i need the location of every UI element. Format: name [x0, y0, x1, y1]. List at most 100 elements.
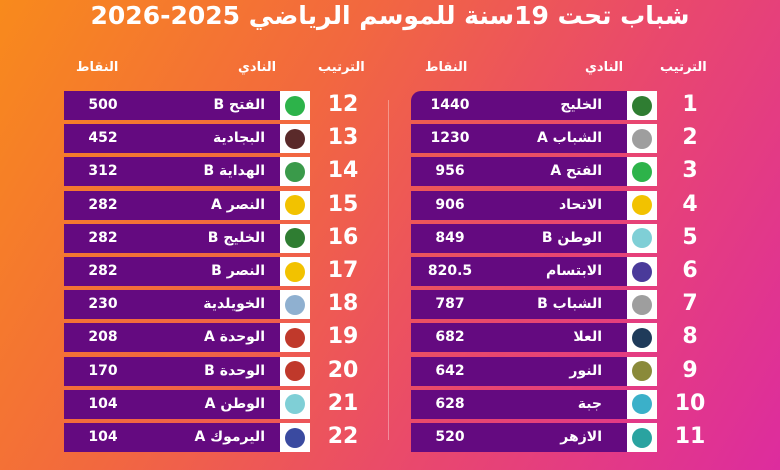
table-row: 12 الفتح B 500 — [0, 91, 780, 120]
table-row: 20 الوحدة B 170 — [0, 356, 780, 386]
table-row: 16 الخليج B 282 — [0, 223, 780, 253]
points: 104 — [88, 429, 118, 445]
points: 520 — [435, 429, 465, 445]
rank: 8 — [682, 324, 698, 350]
club-crest-icon — [632, 228, 652, 249]
table-row: 14 الهداية B 312 — [0, 157, 780, 187]
club-crest-icon — [285, 128, 305, 149]
club-logo — [627, 190, 657, 220]
row-bar — [411, 423, 627, 452]
rank: 22 — [327, 424, 359, 449]
club-crest-icon — [285, 394, 305, 415]
table-row: 22 اليرموك A 104 — [0, 423, 780, 452]
rank: 7 — [682, 291, 698, 317]
club-logo — [627, 157, 657, 187]
points: 170 — [88, 362, 118, 379]
row-bar — [64, 423, 280, 452]
row-bar — [64, 290, 280, 320]
rank: 15 — [327, 191, 359, 217]
points: 230 — [88, 296, 118, 313]
points: 642 — [435, 362, 465, 379]
club-logo — [627, 389, 657, 419]
table-row: 7 الشباب B 787 — [0, 290, 780, 320]
club-name: الوطن B — [541, 229, 602, 246]
club-logo — [627, 223, 657, 253]
row-bar — [64, 223, 280, 253]
club-crest-icon — [632, 95, 652, 116]
club-name: الشباب A — [536, 130, 602, 147]
rank: 5 — [682, 224, 698, 250]
row-bar — [64, 124, 280, 154]
points: 956 — [435, 163, 465, 180]
club-crest-icon — [285, 95, 305, 116]
club-logo — [627, 323, 657, 353]
table-row: 2 الشباب A 1230 — [0, 124, 780, 154]
points: 1440 — [430, 97, 470, 113]
rank: 10 — [674, 390, 706, 416]
club-logo — [280, 223, 310, 253]
club-name: الابتسام — [546, 263, 602, 279]
club-name: الوحدة A — [204, 329, 265, 346]
header-club-right: النادي — [585, 60, 624, 75]
rank: 6 — [682, 258, 698, 283]
rank: 2 — [682, 125, 698, 151]
points: 282 — [88, 196, 118, 213]
club-name: اليرموك A — [194, 429, 265, 445]
club-crest-icon — [632, 195, 652, 216]
club-logo — [627, 124, 657, 154]
points: 682 — [435, 329, 465, 346]
row-bar — [64, 389, 280, 419]
table-row: 19 الوحدة A 208 — [0, 323, 780, 353]
club-crest-icon — [285, 294, 305, 315]
club-name: الوحدة B — [204, 362, 265, 379]
rank: 11 — [674, 424, 706, 449]
rank: 3 — [682, 158, 698, 184]
club-crest-icon — [632, 128, 652, 149]
club-logo — [627, 356, 657, 386]
column-divider — [388, 100, 389, 440]
club-logo — [627, 91, 657, 120]
points: 104 — [88, 395, 118, 412]
rank: 9 — [682, 357, 698, 383]
club-logo — [280, 91, 310, 120]
club-name: الاتحاد — [558, 196, 602, 213]
table-row: 8 العلا 682 — [0, 323, 780, 353]
club-crest-icon — [632, 161, 652, 182]
club-logo — [280, 423, 310, 452]
points: 820.5 — [427, 263, 473, 279]
table-row: 13 البجادية 452 — [0, 124, 780, 154]
club-name: الخويلدية — [203, 296, 265, 313]
club-logo — [280, 323, 310, 353]
club-crest-icon — [632, 294, 652, 315]
club-name: النصر B — [211, 263, 265, 279]
header-rank-left: الترتيب — [318, 60, 365, 75]
row-bar — [411, 124, 627, 154]
club-crest-icon — [285, 261, 305, 282]
rank: 12 — [327, 92, 359, 117]
table-row: 3 الفتح A 956 — [0, 157, 780, 187]
club-logo — [280, 157, 310, 187]
header-club-left: النادي — [238, 60, 277, 75]
club-name: النصر A — [211, 196, 265, 213]
club-crest-icon — [632, 361, 652, 382]
table-row: 6 الابتسام 820.5 — [0, 257, 780, 286]
club-crest-icon — [632, 427, 652, 448]
club-crest-icon — [285, 228, 305, 249]
club-crest-icon — [285, 427, 305, 448]
rank: 1 — [682, 92, 698, 117]
table-row: 17 النصر B 282 — [0, 257, 780, 286]
header-points-left: النقاط — [76, 60, 119, 75]
club-name: الشباب B — [537, 296, 602, 313]
club-name: الهداية B — [203, 163, 265, 180]
club-logo — [280, 257, 310, 286]
club-crest-icon — [632, 394, 652, 415]
club-name: الفتح A — [550, 163, 602, 180]
club-crest-icon — [285, 361, 305, 382]
club-name: البجادية — [212, 130, 265, 147]
page-title: شباب تحت 19سنة للموسم الرياضي 2025-2026 — [90, 1, 690, 30]
club-name: العلا — [573, 329, 602, 346]
club-name: النور — [569, 362, 602, 379]
club-logo — [280, 389, 310, 419]
row-bar — [411, 190, 627, 220]
